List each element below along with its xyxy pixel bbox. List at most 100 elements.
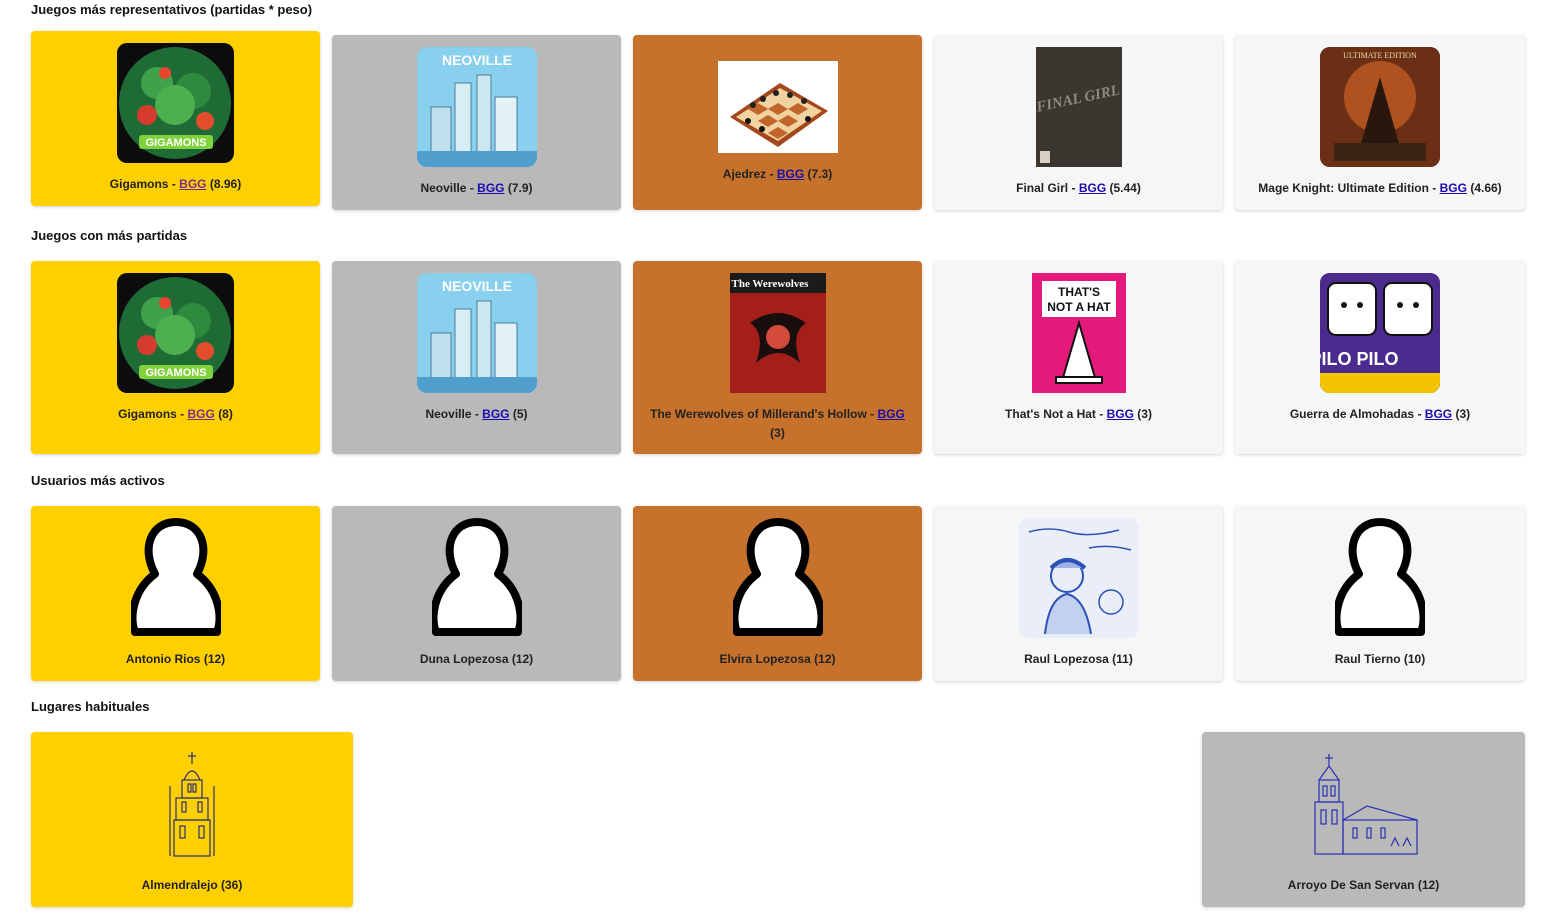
game-card-werewolves[interactable]: The Werewolves The Werewolves of Millera… [633, 261, 922, 454]
game-card-ajedrez[interactable]: Ajedrez - BGG (7.3) [633, 35, 922, 210]
game-caption: Gigamons - BGG (8) [110, 405, 241, 424]
game-card-gigamons[interactable]: GIGAMONS Gigamons - BGG (8) [31, 261, 320, 454]
bgg-link[interactable]: BGG [187, 407, 215, 421]
game-score: (5) [512, 407, 528, 421]
game-name: Final Girl [1016, 181, 1069, 195]
separator: - [1428, 181, 1440, 195]
game-name: Gigamons [109, 177, 169, 191]
game-caption: Neoville - BGG (5) [417, 405, 535, 424]
game-card-mage-knight[interactable]: ULTIMATE EDITION Mage Knight: Ultimate E… [1235, 35, 1525, 210]
bgg-link[interactable]: BGG [776, 167, 805, 181]
separator: - [471, 407, 483, 421]
svg-text:NOT A HAT: NOT A HAT [1047, 300, 1111, 314]
separator: - [1095, 407, 1107, 421]
user-placeholder-icon [130, 518, 221, 636]
mage-knight-box-subtitle: ULTIMATE EDITION [1343, 51, 1417, 60]
separator: - [866, 407, 878, 421]
game-name: Neoville [420, 181, 467, 195]
game-caption: Ajedrez - BGG (7.3) [715, 165, 840, 184]
game-card-guerra-de-almohadas[interactable]: PILO PILO Guerra de Almohadas - BGG (3) [1235, 261, 1525, 454]
thats-not-a-hat-box-art: THAT'S NOT A HAT [1031, 273, 1126, 393]
bgg-link[interactable]: BGG [1078, 181, 1107, 195]
game-score: (5.44) [1109, 181, 1141, 195]
game-score: (8) [218, 407, 233, 421]
user-card-elvira-lopezosa[interactable]: Elvira Lopezosa (12) [633, 506, 922, 681]
bgg-link[interactable]: BGG [477, 181, 505, 195]
gigamons-box-art: GIGAMONS [117, 273, 234, 393]
bgg-link[interactable]: BGG [1424, 407, 1453, 421]
game-score: (4.66) [1470, 181, 1502, 195]
werewolves-box-art: The Werewolves [729, 273, 826, 393]
separator: - [466, 181, 478, 195]
user-card-antonio-rios[interactable]: Antonio Rios (12) [31, 506, 320, 681]
game-caption: Mage Knight: Ultimate Edition - BGG (4.6… [1250, 179, 1509, 198]
user-placeholder-icon [431, 518, 522, 636]
neoville-box-title: NEOVILLE [441, 52, 511, 68]
user-name: Duna Lopezosa (12) [419, 652, 534, 666]
bgg-link[interactable]: BGG [1439, 181, 1467, 195]
mage-knight-box-art: ULTIMATE EDITION [1320, 47, 1440, 167]
section-title-representative: Juegos más representativos (partidas * p… [31, 2, 313, 17]
game-card-thats-not-a-hat[interactable]: THAT'S NOT A HAT That's Not a Hat - BGG … [934, 261, 1223, 454]
place-name: Arroyo De San Servan (12) [1287, 878, 1440, 892]
game-name: Neoville [425, 407, 472, 421]
game-caption: That's Not a Hat - BGG (3) [997, 405, 1160, 424]
game-name: That's Not a Hat [1005, 407, 1096, 421]
user-card-raul-tierno[interactable]: Raul Tierno (10) [1235, 506, 1525, 681]
game-card-neoville[interactable]: NEOVILLE Neoville - BGG (5) [332, 261, 621, 454]
user-name: Elvira Lopezosa (12) [719, 652, 836, 666]
separator: - [176, 407, 188, 421]
game-score: (7.9) [507, 181, 533, 195]
game-score: (3) [1137, 407, 1152, 421]
user-name: Raul Lopezosa (11) [1024, 652, 1133, 666]
user-name: Antonio Rios (12) [125, 652, 226, 666]
game-score: (8.96) [209, 177, 242, 191]
game-caption: Neoville - BGG (7.9) [412, 179, 540, 198]
svg-text:THAT'S: THAT'S [1058, 285, 1100, 299]
svg-text:GIGAMONS: GIGAMONS [145, 137, 206, 149]
game-name: Ajedrez [722, 167, 767, 181]
user-sketch-avatar [1018, 518, 1139, 638]
place-card-arroyo-de-san-servan[interactable]: Arroyo De San Servan (12) [1202, 732, 1525, 907]
game-caption: Final Girl - BGG (5.44) [1008, 179, 1149, 198]
game-name: The Werewolves of Millerand's Hollow [650, 407, 867, 421]
pilo-pilo-box-art: PILO PILO [1320, 273, 1440, 393]
user-placeholder-icon [732, 518, 823, 636]
game-score: (3) [770, 426, 785, 440]
user-placeholder-icon [1335, 518, 1425, 636]
svg-text:GIGAMONS: GIGAMONS [145, 367, 206, 379]
gigamons-box-art: GIGAMONS [117, 43, 234, 163]
user-card-duna-lopezosa[interactable]: Duna Lopezosa (12) [332, 506, 621, 681]
bgg-link[interactable]: BGG [179, 177, 207, 191]
game-name: Guerra de Almohadas [1289, 407, 1415, 421]
separator: - [168, 177, 180, 191]
final-girl-box-art: FINAL GIRL [1035, 47, 1122, 167]
game-caption: The Werewolves of Millerand's Hollow - B… [635, 405, 921, 443]
church-building-icon [1313, 754, 1418, 855]
separator: - [1414, 407, 1425, 421]
game-card-final-girl[interactable]: FINAL GIRL Final Girl - BGG (5.44) [934, 35, 1223, 210]
game-name: Gigamons [118, 407, 177, 421]
game-name: Mage Knight: Ultimate Edition [1258, 181, 1429, 195]
section-title-most-played: Juegos con más partidas [31, 228, 188, 243]
game-caption: Gigamons - BGG (8.96) [102, 175, 249, 194]
chess-board-art [717, 61, 838, 153]
church-tower-icon [169, 752, 215, 857]
bgg-link[interactable]: BGG [1106, 407, 1134, 421]
separator: - [766, 167, 777, 181]
neoville-box-art: NEOVILLE [416, 47, 537, 167]
game-card-neoville[interactable]: NEOVILLE Neoville - BGG (7.9) [332, 35, 621, 210]
user-card-raul-lopezosa[interactable]: Raul Lopezosa (11) [934, 506, 1223, 681]
game-score: (7.3) [807, 167, 833, 181]
werewolves-box-title: The Werewolves [731, 278, 809, 290]
game-caption: Guerra de Almohadas - BGG (3) [1282, 405, 1478, 424]
user-name: Raul Tierno (10) [1334, 652, 1426, 666]
bgg-link[interactable]: BGG [877, 407, 905, 421]
place-card-almendralejo[interactable]: Almendralejo (36) [31, 732, 353, 907]
game-card-gigamons[interactable]: GIGAMONS Gigamons - BGG (8.96) [31, 31, 320, 206]
neoville-box-title: NEOVILLE [441, 278, 511, 294]
pilo-pilo-box-title: PILO PILO [1320, 349, 1399, 369]
bgg-link[interactable]: BGG [482, 407, 510, 421]
neoville-box-art: NEOVILLE [416, 273, 537, 393]
game-score: (3) [1455, 407, 1471, 421]
